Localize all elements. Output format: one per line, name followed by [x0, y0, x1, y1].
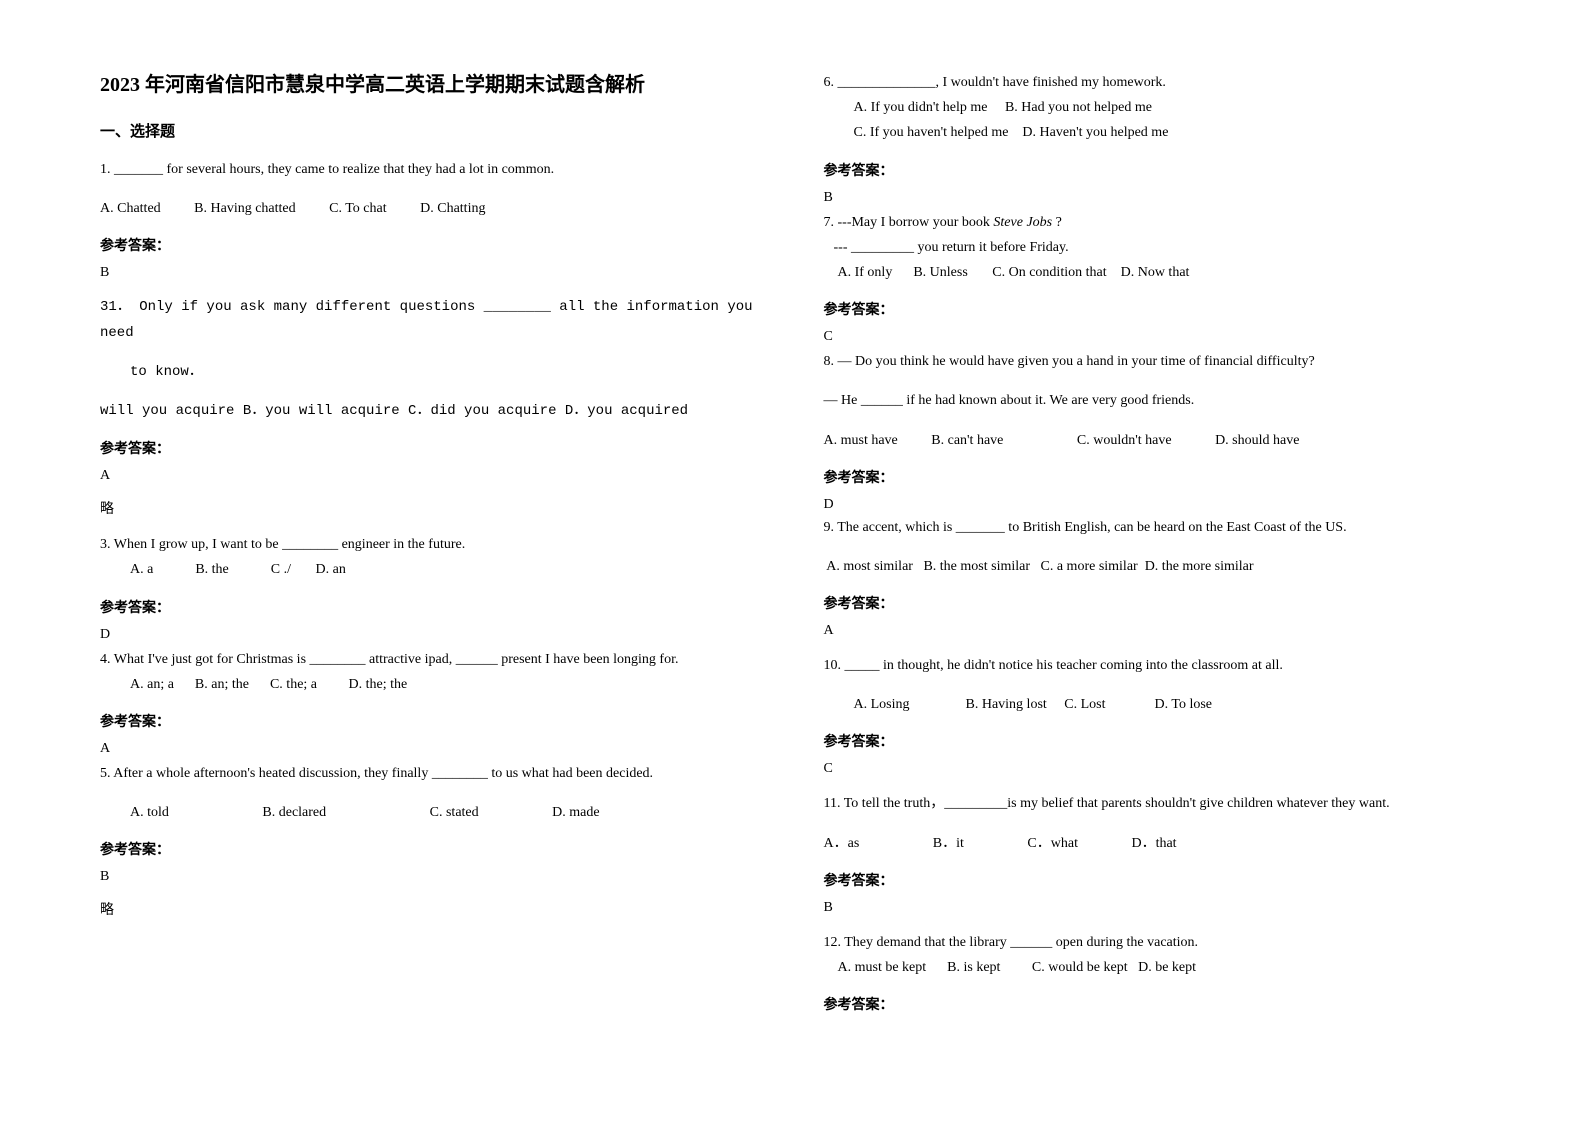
question-text: 4. What I've just got for Christmas is _… [100, 647, 764, 672]
question-num: 31． [100, 299, 131, 315]
question-text: 10. _____ in thought, he didn't notice h… [824, 653, 1488, 678]
answer: C [824, 329, 1488, 345]
answer: B [824, 900, 1488, 916]
q7-title-italic: Steve Jobs [993, 215, 1052, 230]
answer: A [824, 623, 1488, 639]
right-column: 6. ______________, I wouldn't have finis… [824, 70, 1488, 1024]
question-3: 3. When I grow up, I want to be ________… [100, 532, 764, 582]
question-text: 6. ______________, I wouldn't have finis… [824, 70, 1488, 95]
question-text: 9. The accent, which is _______ to Briti… [824, 515, 1488, 540]
answer-label: 参考答案： [824, 994, 1488, 1014]
option-d: D. Chatting [420, 201, 485, 216]
option-d: D．that [1131, 836, 1176, 851]
answer-label: 参考答案： [100, 711, 764, 731]
answer: D [100, 627, 764, 643]
note: 略 [100, 498, 764, 518]
option-a: A. must have [824, 433, 898, 448]
question-text: Only if you ask many different questions… [100, 299, 753, 340]
option-a: A．as [824, 836, 860, 851]
question-12-options: A. must be kept B. is kept C. would be k… [838, 955, 1488, 980]
question-text: 1. _______ for several hours, they came … [100, 157, 764, 182]
question-10-options: A. Losing B. Having lost C. Lost D. To l… [854, 692, 1488, 717]
question-10: 10. _____ in thought, he didn't notice h… [824, 653, 1488, 678]
question-11: 11. To tell the truth，_________is my bel… [824, 791, 1488, 816]
option-d: D. made [552, 805, 599, 820]
answer: A [100, 468, 764, 484]
question-8-cont: — He ______ if he had known about it. We… [824, 388, 1488, 413]
option-b: B. declared [262, 805, 326, 820]
question-text: 11. To tell the truth，_________is my bel… [824, 791, 1488, 816]
option-a: A. Chatted [100, 201, 161, 216]
answer-label: 参考答案： [824, 160, 1488, 180]
question-text: 12. They demand that the library ______ … [824, 930, 1488, 955]
option-b: B. Having chatted [194, 201, 295, 216]
question-text-1: 8. — Do you think he would have given yo… [824, 349, 1488, 374]
option-d: D. should have [1215, 433, 1299, 448]
question-9: 9. The accent, which is _______ to Briti… [824, 515, 1488, 540]
option-c: C. To chat [329, 201, 386, 216]
answer: B [100, 869, 764, 885]
option-b: B．it [933, 836, 964, 851]
question-7-options: A. If only B. Unless C. On condition tha… [838, 260, 1488, 285]
q7-suffix: ? [1052, 215, 1062, 230]
left-column: 2023 年河南省信阳市慧泉中学高二英语上学期期末试题含解析 一、选择题 1. … [100, 70, 764, 1024]
option-c: C．what [1027, 836, 1078, 851]
answer-label: 参考答案： [824, 467, 1488, 487]
question-9-options: A. most similar B. the most similar C. a… [824, 554, 1488, 579]
answer: B [100, 265, 764, 281]
answer: D [824, 497, 1488, 513]
option-a: A. told [130, 805, 169, 820]
question-4: 4. What I've just got for Christmas is _… [100, 647, 764, 697]
option-c: C. wouldn't have [1077, 433, 1172, 448]
answer: A [100, 741, 764, 757]
document-title: 2023 年河南省信阳市慧泉中学高二英语上学期期末试题含解析 [100, 70, 764, 100]
option-c: C. stated [430, 805, 479, 820]
answer-label: 参考答案： [824, 299, 1488, 319]
answer-label: 参考答案： [100, 597, 764, 617]
question-1: 1. _______ for several hours, they came … [100, 157, 764, 182]
answer-label: 参考答案： [824, 593, 1488, 613]
question-7: 7. ---May I borrow your book Steve Jobs … [824, 210, 1488, 286]
answer-label: 参考答案： [100, 235, 764, 255]
answer-label: 参考答案： [824, 870, 1488, 890]
answer-label: 参考答案： [100, 438, 764, 458]
answer: B [824, 190, 1488, 206]
question-text-1: 7. ---May I borrow your book Steve Jobs … [824, 210, 1488, 235]
question-8: 8. — Do you think he would have given yo… [824, 349, 1488, 374]
question-1-options: A. Chatted B. Having chatted C. To chat … [100, 196, 764, 221]
question-3-options: A. a B. the C ./ D. an [130, 557, 764, 582]
question-12: 12. They demand that the library ______ … [824, 930, 1488, 980]
option-b: B. can't have [931, 433, 1003, 448]
question-31-cont: to know． [130, 360, 764, 385]
note: 略 [100, 899, 764, 919]
question-11-options: A．as B．it C．what D．that [824, 831, 1488, 856]
question-31: 31． Only if you ask many different quest… [100, 295, 764, 345]
answer-label: 参考答案： [824, 731, 1488, 751]
question-6-options-2: C. If you haven't helped me D. Haven't y… [854, 120, 1488, 145]
question-text: 5. After a whole afternoon's heated disc… [100, 761, 764, 786]
answer-label: 参考答案： [100, 839, 764, 859]
question-4-options: A. an; a B. an; the C. the; a D. the; th… [130, 672, 764, 697]
question-5: 5. After a whole afternoon's heated disc… [100, 761, 764, 786]
section-header: 一、选择题 [100, 120, 764, 141]
answer: C [824, 761, 1488, 777]
question-8-options: A. must have B. can't have C. wouldn't h… [824, 428, 1488, 453]
question-6-options-1: A. If you didn't help me B. Had you not … [854, 95, 1488, 120]
question-5-options: A. told B. declared C. stated D. made [130, 800, 764, 825]
question-31-options: will you acquire B．you will acquire C．di… [100, 399, 764, 424]
question-6: 6. ______________, I wouldn't have finis… [824, 70, 1488, 146]
question-text-2: --- _________ you return it before Frida… [834, 235, 1488, 260]
document-container: 2023 年河南省信阳市慧泉中学高二英语上学期期末试题含解析 一、选择题 1. … [100, 70, 1487, 1024]
q7-prefix: 7. ---May I borrow your book [824, 215, 994, 230]
question-text: 3. When I grow up, I want to be ________… [100, 532, 764, 557]
